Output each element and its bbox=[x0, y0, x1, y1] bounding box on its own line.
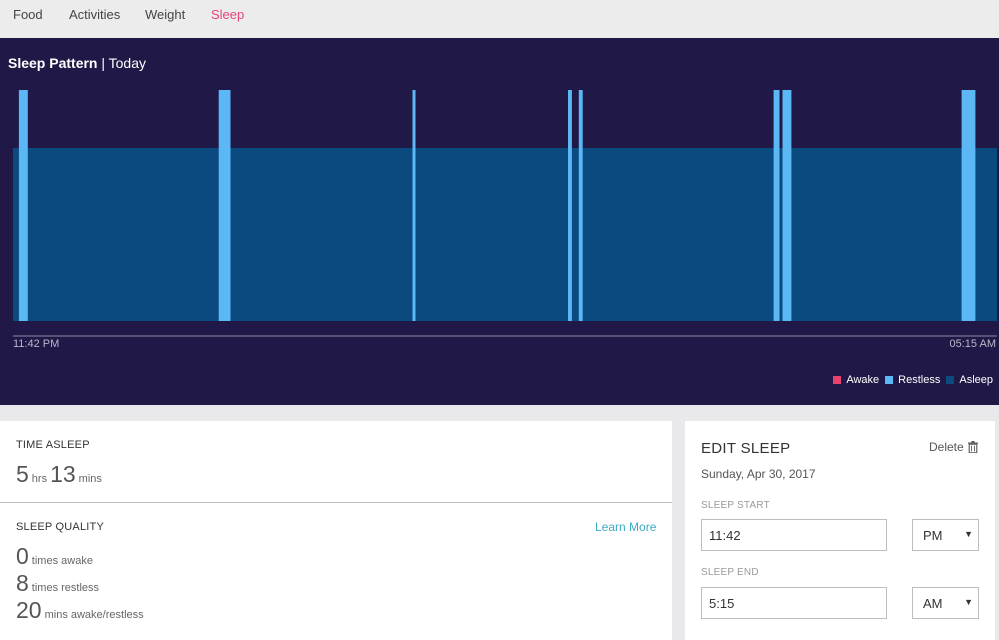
hours-unit: hrs bbox=[31, 473, 48, 485]
sleep-end-label: SLEEP END bbox=[701, 567, 759, 578]
times-restless-label: times restless bbox=[31, 582, 100, 594]
mins-unit: mins bbox=[78, 473, 102, 485]
restless-segment bbox=[18, 90, 28, 321]
delete-button[interactable]: Delete bbox=[929, 440, 978, 454]
sleep-end-ampm-select[interactable]: AM ▼ bbox=[912, 587, 979, 619]
tab-activities[interactable]: Activities bbox=[69, 7, 121, 22]
restless-segment bbox=[412, 90, 416, 321]
top-nav: Food Activities Weight Sleep bbox=[0, 0, 999, 38]
edit-sleep-card: EDIT SLEEP Delete Sunday, Apr 30, 2017 S… bbox=[685, 421, 995, 640]
legend-asleep: Asleep bbox=[946, 374, 993, 386]
mins-awake-restless-value: 20 bbox=[16, 597, 42, 623]
restless-segment bbox=[578, 90, 583, 321]
sleep-quality-label: SLEEP QUALITY bbox=[16, 521, 104, 533]
legend-awake-swatch bbox=[833, 376, 842, 384]
chevron-down-icon: ▼ bbox=[964, 597, 973, 607]
legend-restless-swatch bbox=[885, 376, 894, 384]
sleep-pattern-chart bbox=[13, 90, 997, 337]
edit-sleep-title: EDIT SLEEP bbox=[701, 440, 791, 457]
times-awake-label: times awake bbox=[31, 555, 93, 567]
times-restless-row: 8 times restless bbox=[16, 570, 102, 597]
sleep-end-ampm-value: AM bbox=[923, 596, 943, 611]
trash-icon bbox=[967, 441, 978, 453]
sleep-start-ampm-value: PM bbox=[923, 528, 943, 543]
sleep-start-input[interactable]: 11:42 bbox=[701, 519, 887, 551]
hours-value: 5 bbox=[16, 461, 29, 487]
tab-weight[interactable]: Weight bbox=[145, 7, 186, 22]
chart-legend: Awake Restless Asleep bbox=[827, 374, 993, 386]
times-awake-row: 0 times awake bbox=[16, 543, 96, 570]
chevron-down-icon: ▼ bbox=[964, 529, 973, 539]
times-restless-value: 8 bbox=[16, 570, 29, 596]
delete-label: Delete bbox=[929, 440, 964, 454]
sleep-start-ampm-select[interactable]: PM ▼ bbox=[912, 519, 979, 551]
sleep-date: Sunday, Apr 30, 2017 bbox=[701, 467, 816, 481]
mins-awake-restless-label: mins awake/restless bbox=[44, 609, 144, 621]
sleep-end-input[interactable]: 5:15 bbox=[701, 587, 887, 619]
sleep-pattern-panel: Sleep Pattern | Today 11:42 PM 05:15 AM … bbox=[0, 38, 999, 405]
asleep-segment bbox=[13, 148, 997, 321]
pattern-title: Sleep Pattern | Today bbox=[8, 55, 146, 71]
tab-sleep[interactable]: Sleep bbox=[211, 7, 245, 22]
restless-segment bbox=[773, 90, 780, 321]
mins-value: 13 bbox=[50, 461, 76, 487]
pattern-title-text: Sleep Pattern bbox=[8, 55, 98, 71]
learn-more-link[interactable]: Learn More bbox=[595, 520, 657, 534]
time-asleep-label: TIME ASLEEP bbox=[16, 439, 90, 451]
time-asleep-value: 5 hrs 13 mins bbox=[16, 461, 105, 488]
legend-awake: Awake bbox=[833, 374, 879, 386]
sleep-summary-card: TIME ASLEEP 5 hrs 13 mins SLEEP QUALITY Lea… bbox=[0, 421, 672, 640]
chart-end-time: 05:15 AM bbox=[949, 338, 996, 350]
mins-awake-restless-row: 20 mins awake/restless bbox=[16, 597, 147, 624]
tab-food[interactable]: Food bbox=[13, 7, 43, 22]
legend-asleep-label: Asleep bbox=[959, 374, 993, 386]
summary-divider bbox=[0, 502, 672, 503]
restless-segment bbox=[218, 90, 231, 321]
legend-asleep-swatch bbox=[946, 376, 955, 384]
sleep-start-label: SLEEP START bbox=[701, 500, 770, 511]
legend-restless-label: Restless bbox=[898, 374, 941, 386]
restless-segment bbox=[782, 90, 792, 321]
chart-start-time: 11:42 PM bbox=[13, 338, 60, 350]
pattern-subtitle: | Today bbox=[101, 55, 147, 71]
restless-segment bbox=[961, 90, 976, 321]
legend-restless: Restless bbox=[885, 374, 940, 386]
restless-segment bbox=[568, 90, 572, 321]
legend-awake-label: Awake bbox=[846, 374, 880, 386]
times-awake-value: 0 bbox=[16, 543, 29, 569]
